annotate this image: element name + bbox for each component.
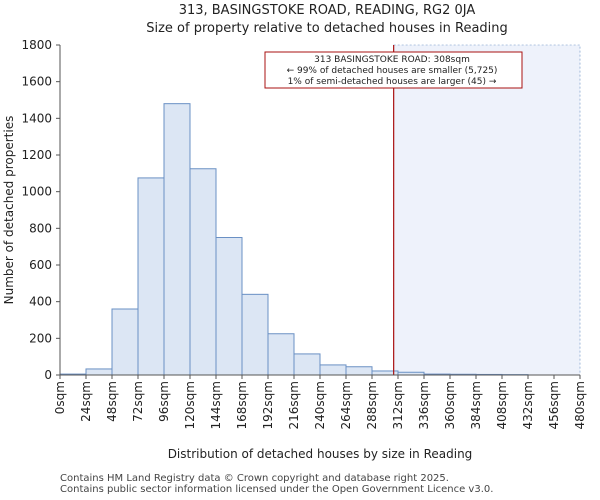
x-tick-label: 120sqm (183, 381, 197, 429)
chart-title: 313, BASINGSTOKE ROAD, READING, RG2 0JA (179, 3, 476, 18)
bar-72sqm (137, 177, 165, 376)
y-tick-label: 1200 (21, 148, 52, 162)
footer: Contains HM Land Registry data © Crown c… (60, 473, 493, 495)
x-tick-label: 312sqm (391, 381, 405, 429)
y-tick-label: 1800 (21, 38, 52, 52)
y-tick-label: 800 (29, 221, 52, 235)
bar-24sqm (85, 368, 113, 376)
y-axis-label: Number of detached properties (2, 116, 16, 305)
annotation-box: 313 BASINGSTOKE ROAD: 308sqm ← 99% of de… (264, 51, 523, 89)
x-tick-label: 48sqm (105, 381, 119, 422)
x-tick-label: 216sqm (287, 381, 301, 429)
y-tick-label: 0 (44, 368, 52, 382)
annotation-line-2: ← 99% of detached houses are smaller (5,… (287, 66, 498, 76)
x-tick-label: 336sqm (417, 381, 431, 429)
footer-line-2: Contains public sector information licen… (60, 484, 494, 495)
chart: 313, BASINGSTOKE ROAD, READING, RG2 0JA … (2, 3, 587, 461)
x-tick-label: 384sqm (469, 381, 483, 429)
annotation-line-3: 1% of semi-detached houses are larger (4… (288, 77, 497, 87)
x-tick-label: 288sqm (365, 381, 379, 429)
y-tick-label: 1400 (21, 111, 52, 125)
x-tick-label: 408sqm (495, 381, 509, 429)
bar-192sqm (267, 333, 295, 376)
y-tick-label: 1000 (21, 185, 52, 199)
x-tick-label: 360sqm (443, 381, 457, 429)
footer-line-1: Contains HM Land Registry data © Crown c… (60, 473, 449, 484)
y-tick-label: 200 (29, 331, 52, 345)
bar-144sqm (215, 237, 243, 376)
y-tick-label: 1600 (21, 75, 52, 89)
x-tick-label: 96sqm (157, 381, 171, 422)
x-tick-label: 456sqm (547, 381, 561, 429)
x-tick-label: 480sqm (573, 381, 587, 429)
y-tick-label: 600 (29, 258, 52, 272)
x-tick-label: 144sqm (209, 381, 223, 429)
x-tick-label: 264sqm (339, 381, 353, 429)
bar-216sqm (293, 353, 321, 376)
chart-subtitle: Size of property relative to detached ho… (146, 21, 508, 36)
bar-48sqm (111, 308, 139, 376)
y-tick-label: 400 (29, 295, 52, 309)
x-tick-label: 72sqm (131, 381, 145, 422)
bar-240sqm (319, 364, 347, 376)
bar-168sqm (241, 293, 269, 376)
highlight-region (393, 44, 581, 376)
x-tick-label: 240sqm (313, 381, 327, 429)
x-tick-label: 24sqm (79, 381, 93, 422)
x-axis-label: Distribution of detached houses by size … (168, 447, 473, 461)
bar-96sqm (163, 103, 191, 376)
x-tick-label: 168sqm (235, 381, 249, 429)
x-tick-label: 432sqm (521, 381, 535, 429)
x-tick-label: 0sqm (53, 381, 67, 414)
bar-120sqm (189, 168, 217, 376)
annotation-line-1: 313 BASINGSTOKE ROAD: 308sqm (314, 55, 470, 65)
bar-264sqm (345, 366, 373, 376)
x-tick-label: 192sqm (261, 381, 275, 429)
